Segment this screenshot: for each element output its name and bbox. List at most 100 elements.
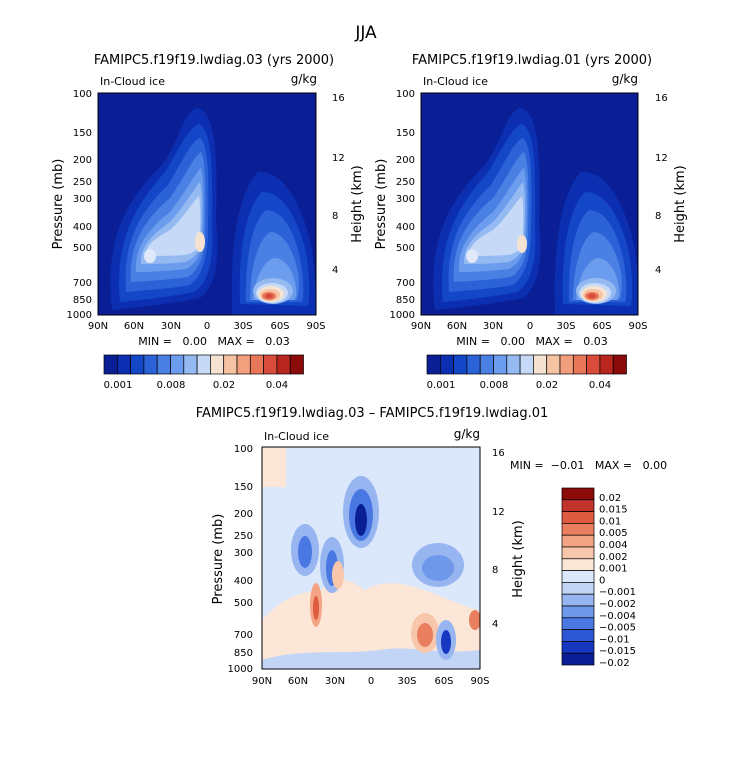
panel-c-anomaly	[310, 561, 344, 627]
panel-b-contour	[466, 249, 478, 263]
y-tick-label: 150	[73, 128, 92, 139]
x-tick-label: 90S	[628, 321, 647, 332]
panel-a-plot	[98, 93, 316, 315]
colorbar-swatch	[561, 582, 595, 595]
colorbar-swatch	[426, 354, 441, 375]
x-tick-label: 0	[368, 676, 374, 687]
colorbar-label: −0.015	[599, 646, 636, 657]
colorbar-swatch	[561, 593, 595, 607]
x-tick-label: 60N	[447, 321, 467, 332]
colorbar-label: 0.02	[536, 380, 558, 391]
right-tick-label: 4	[332, 265, 338, 276]
panel-c-frame	[261, 446, 481, 670]
panel-a-contour	[146, 196, 201, 256]
right-tick-label: 12	[332, 153, 345, 164]
colorbar-swatch	[586, 354, 601, 375]
y-tick-label: 250	[73, 177, 92, 188]
colorbar-swatch	[533, 354, 548, 375]
panel-b-ylabel: Pressure (mb)	[374, 159, 389, 250]
panel-c-colorbar	[561, 487, 595, 666]
colorbar-swatch	[572, 354, 587, 375]
panel-b: FAMIPC5.f19f19.lwdiag.01 (yrs 2000) In-C…	[374, 53, 688, 391]
panel-b-contour	[469, 196, 524, 256]
panel-c: FAMIPC5.f19f19.lwdiag.03 – FAMIPC5.f19f1…	[196, 406, 667, 687]
y-tick-label: 200	[234, 509, 253, 520]
panel-a-contour	[265, 293, 273, 299]
colorbar-swatch	[103, 354, 118, 375]
y-tick-label: 1000	[390, 310, 415, 321]
panel-a-right-tick-labels: 16 12 8 4	[332, 93, 345, 276]
colorbar-swatch	[196, 354, 211, 375]
y-tick-label: 1000	[228, 664, 253, 675]
y-tick-label: 100	[396, 89, 415, 100]
colorbar-swatch	[561, 534, 595, 548]
colorbar-swatch	[561, 605, 595, 619]
y-tick-label: 850	[234, 648, 253, 659]
colorbar-swatch	[561, 558, 595, 571]
y-tick-label: 200	[73, 155, 92, 166]
colorbar-swatch	[210, 354, 225, 375]
colorbar-swatch	[561, 629, 595, 642]
panel-b-tropical-plume	[433, 108, 541, 310]
x-tick-label: 60N	[124, 321, 144, 332]
colorbar-swatch	[236, 354, 251, 375]
y-tick-label: 850	[73, 295, 92, 306]
colorbar-swatch	[263, 354, 278, 375]
colorbar-label: 0.04	[266, 380, 288, 391]
x-tick-label: 0	[527, 321, 533, 332]
panel-a-ylabel: Pressure (mb)	[51, 159, 66, 250]
colorbar-swatch	[612, 354, 627, 375]
x-tick-label: 30S	[556, 321, 575, 332]
panel-c-units: g/kg	[454, 427, 480, 441]
colorbar-swatch	[561, 487, 595, 501]
x-tick-label: 30N	[325, 676, 345, 687]
panel-a-stats: MIN = 0.00 MAX = 0.03	[138, 335, 289, 348]
colorbar-swatch	[493, 354, 508, 375]
panel-c-ylabel-right: Height (km)	[511, 520, 526, 597]
colorbar-swatch	[276, 354, 291, 375]
y-tick-label: 100	[73, 89, 92, 100]
right-tick-label: 4	[492, 619, 498, 630]
y-tick-label: 700	[396, 278, 415, 289]
x-tick-label: 90N	[252, 676, 272, 687]
colorbar-swatch	[170, 354, 185, 375]
colorbar-swatch	[599, 354, 614, 375]
panel-a-title: FAMIPC5.f19f19.lwdiag.03 (yrs 2000)	[94, 53, 334, 68]
panel-a-contour	[195, 232, 205, 252]
colorbar-label: 0.01	[599, 516, 621, 527]
colorbar-label: 0.02	[213, 380, 235, 391]
y-tick-label: 700	[234, 630, 253, 641]
colorbar-label: 0.008	[480, 380, 509, 391]
panel-a-units: g/kg	[291, 72, 317, 86]
colorbar-swatch	[130, 354, 145, 375]
y-tick-label: 500	[73, 243, 92, 254]
panel-a-y-tick-labels: 100 150 200 250 300 400 500 700 850 1000	[67, 89, 92, 321]
panel-a-colorbar-labels: 0.001 0.008 0.02 0.04	[104, 380, 288, 391]
colorbar-swatch	[559, 354, 574, 375]
y-tick-label: 150	[396, 128, 415, 139]
panel-b-x-tick-labels: 90N 60N 30N 0 30S 60S 90S	[411, 321, 648, 332]
panel-a-ylabel-right: Height (km)	[350, 165, 365, 242]
colorbar-swatch	[116, 354, 131, 375]
panel-c-x-tick-labels: 90N 60N 30N 0 30S 60S 90S	[252, 676, 490, 687]
panel-b-colorbar	[426, 354, 627, 375]
colorbar-swatch	[546, 354, 561, 375]
colorbar-label: −0.004	[599, 611, 636, 622]
colorbar-label: −0.02	[599, 658, 630, 669]
panel-a-field-label: In-Cloud ice	[100, 75, 165, 88]
panel-c-contour	[332, 561, 344, 589]
panel-b-units: g/kg	[612, 72, 638, 86]
y-tick-label: 300	[396, 194, 415, 205]
panel-c-stats: MIN = −0.01 MAX = 0.00	[510, 459, 667, 472]
colorbar-swatch	[289, 354, 304, 375]
colorbar-label: 0.015	[599, 505, 628, 516]
colorbar-label: 0.008	[157, 380, 186, 391]
y-tick-label: 300	[73, 194, 92, 205]
panel-c-contour	[313, 596, 319, 620]
colorbar-swatch	[439, 354, 454, 375]
page-title: JJA	[354, 23, 377, 43]
panel-c-contour	[422, 555, 454, 581]
panel-c-plot	[262, 447, 480, 669]
panel-b-stats: MIN = 0.00 MAX = 0.03	[456, 335, 607, 348]
colorbar-swatch	[561, 570, 595, 583]
